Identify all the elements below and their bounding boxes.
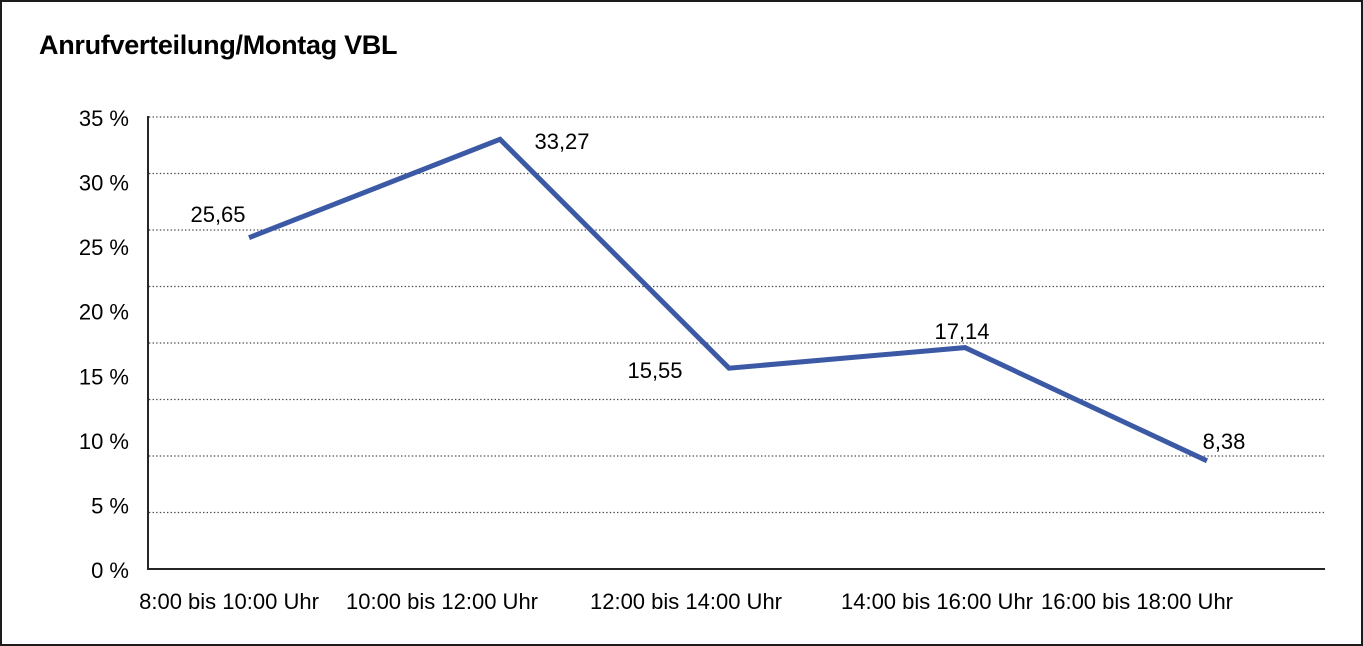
y-tick-label: 25 % [79, 235, 129, 260]
data-value-label: 25,65 [190, 202, 245, 227]
x-category-label: 16:00 bis 18:00 Uhr [1041, 589, 1233, 614]
x-category-label: 8:00 bis 10:00 Uhr [139, 589, 319, 614]
data-value-label: 33,27 [534, 129, 589, 154]
data-value-label: 8,38 [1203, 429, 1246, 454]
chart-title: Anrufverteilung/Montag VBL [39, 30, 398, 60]
data-value-label: 15,55 [627, 358, 682, 383]
y-tick-label: 10 % [79, 429, 129, 454]
y-tick-label: 5 % [91, 493, 129, 518]
x-category-label: 10:00 bis 12:00 Uhr [346, 589, 538, 614]
x-category-label: 14:00 bis 16:00 Uhr [841, 589, 1033, 614]
y-tick-label: 35 % [79, 106, 129, 131]
data-line [248, 136, 1209, 464]
y-tick-label: 20 % [79, 300, 129, 325]
x-category-label: 12:00 bis 14:00 Uhr [590, 589, 782, 614]
y-tick-label: 30 % [79, 171, 129, 196]
y-tick-label: 0 % [91, 558, 129, 583]
data-value-label: 17,14 [934, 319, 989, 344]
y-tick-label: 15 % [79, 364, 129, 389]
